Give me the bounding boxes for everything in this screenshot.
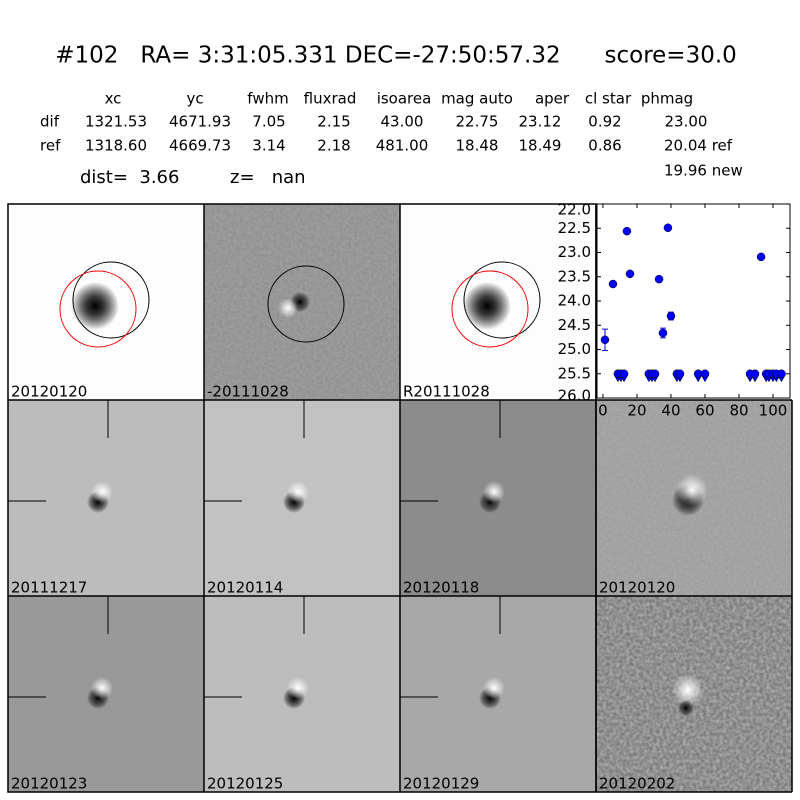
cell: 4671.93 [169,113,231,131]
source [287,677,309,699]
image-panels [7,203,793,793]
cell: 19.96 new [664,162,743,180]
panel-label: 20120120 [11,383,87,401]
cell: 0.92 [588,113,621,131]
y-tick-label: 22.5 [558,219,591,237]
row-header: ref [40,137,61,155]
column-header: fwhm [247,90,288,108]
panel-label: -20111028 [207,383,289,401]
cell: 18.49 [519,137,562,155]
column-header: yc [186,90,203,108]
point [750,369,760,378]
source [287,481,309,503]
x-tick-label: 80 [729,402,748,420]
source [483,677,505,699]
cell: 2.15 [317,113,350,131]
circle [59,270,137,348]
x-tick-label: 60 [695,402,714,420]
panel-label: R20111028 [403,383,490,401]
point [619,369,629,378]
panel-label: 20111217 [11,579,87,597]
dist: dist= 3.66 [80,167,179,188]
circle [72,261,150,339]
column-header: cl star [585,90,632,108]
source [71,282,119,330]
redshift: z= nan [230,167,306,188]
panel-label: 20120125 [207,775,283,793]
x-tick-label: 100 [759,402,788,420]
point [622,226,632,236]
point [658,328,668,338]
circle [451,270,529,348]
cell: 23.12 [519,113,562,131]
y-tick-label: 23.0 [558,243,591,261]
point [608,279,618,289]
panel-label: 20120202 [599,775,675,793]
source [278,298,298,318]
cell: 43.00 [381,113,424,131]
point [666,311,676,321]
cell: 2.18 [317,137,350,155]
source [672,674,704,706]
y-tick-label: 24.5 [558,316,591,334]
column-header: phmag [641,90,693,108]
x-tick-label: 20 [627,402,646,420]
source [91,677,113,699]
panel-label: 20120129 [403,775,479,793]
y-tick-label: 26.0 [558,387,591,405]
column-header: fluxrad [304,90,357,108]
panel-label: 20120120 [599,579,675,597]
source [91,481,113,503]
source [463,282,511,330]
source [676,474,708,506]
column-header: aper [535,90,570,108]
point [650,369,660,378]
source [678,700,694,716]
column-header: xc [105,90,122,108]
point [654,274,664,284]
point [700,369,710,378]
point [756,252,766,262]
cell: 1318.60 [85,137,147,155]
panel-label: 20120114 [207,579,283,597]
y-tick-label: 23.5 [558,267,591,285]
circle [463,261,541,339]
cell: 18.48 [456,137,499,155]
panel-label: 20120123 [11,775,87,793]
y-tick-label: 25.5 [558,364,591,382]
y-tick-label: 22.0 [558,201,591,219]
cell: 22.75 [456,113,499,131]
cell: 1321.53 [85,113,147,131]
column-header: isoarea [377,90,432,108]
y-tick-label: 25.0 [558,340,591,358]
cell: 23.00 [665,113,708,131]
title: #102 RA= 3:31:05.331 DEC=-27:50:57.32 sc… [55,43,737,69]
y-tick-label: 24.0 [558,292,591,310]
plot-area [596,203,791,399]
cell: 0.86 [588,137,621,155]
point [777,369,786,378]
point [675,369,685,378]
row-header: dif [40,113,60,131]
point [663,223,673,233]
x-tick-label: 0 [598,402,608,420]
panel-label: 20120118 [403,579,479,597]
cell: 3.14 [252,137,285,155]
cell: 4669.73 [169,137,231,155]
x-tick-label: 40 [661,402,680,420]
point [625,269,635,279]
column-header: mag auto [441,90,513,108]
cell: 481.00 [376,137,429,155]
circle [267,265,345,343]
cell: 7.05 [252,113,285,131]
point [600,335,610,345]
cell: 20.04 ref [664,137,733,155]
source [483,481,505,503]
